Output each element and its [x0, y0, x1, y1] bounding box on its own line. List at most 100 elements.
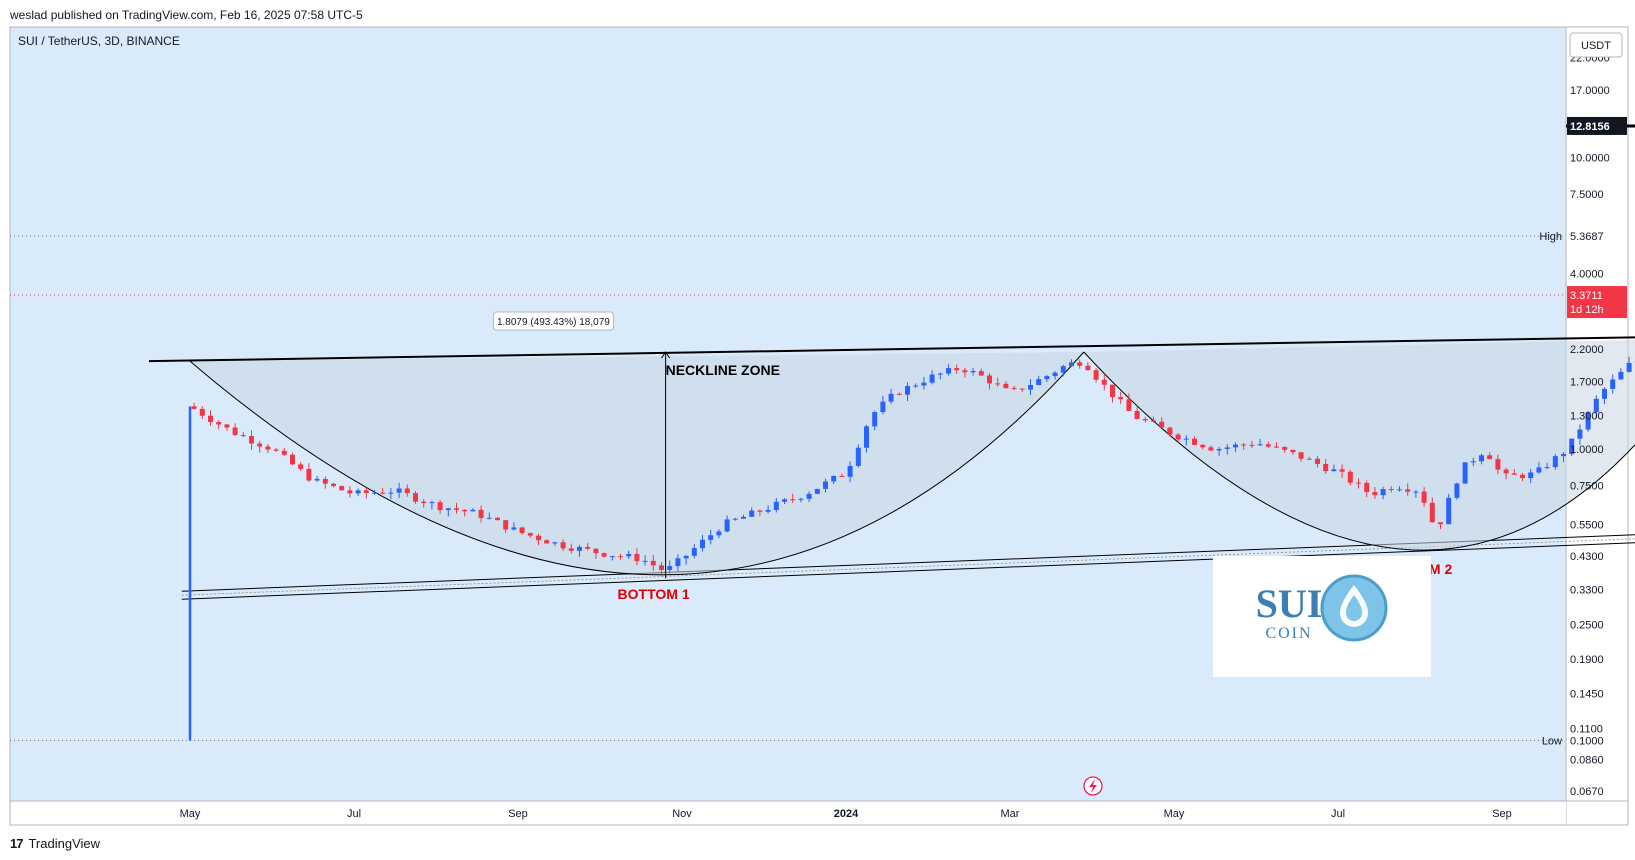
candle-body — [1159, 421, 1165, 428]
cup-two-arc — [1083, 351, 1635, 551]
candle-body — [995, 383, 1001, 385]
candle-body — [1036, 379, 1042, 385]
candle-body — [905, 385, 910, 395]
candle-body — [872, 412, 878, 427]
candle-body — [1397, 489, 1402, 491]
candle-body — [1044, 376, 1050, 380]
candle-body — [191, 406, 197, 409]
candle-body — [380, 492, 386, 494]
time-tick-label: Mar — [1001, 808, 1020, 820]
price-tick-label: 0.7500 — [1570, 480, 1604, 492]
candle-body — [1101, 379, 1107, 385]
candle-body — [1388, 489, 1394, 491]
footer: 17 TradingView — [10, 836, 100, 851]
candle-body — [486, 517, 492, 519]
time-tick-label: Nov — [672, 808, 692, 820]
candle-body — [601, 553, 607, 557]
candle-body — [1544, 467, 1550, 469]
candle-body — [978, 371, 984, 376]
lightning-icon[interactable] — [1083, 776, 1103, 796]
time-tick-label: 2024 — [834, 808, 859, 820]
candle-body — [1085, 365, 1091, 371]
candle-body — [421, 501, 427, 504]
price-tick-label: 0.1100 — [1570, 723, 1603, 735]
candle-body — [208, 415, 213, 423]
price-tick-label: 2.2000 — [1570, 344, 1604, 356]
time-tick-label: Sep — [508, 808, 528, 820]
candle-body — [1552, 456, 1558, 468]
time-axis[interactable]: MayJulSepNov2024MarMayJulSepNov2025MarMa… — [180, 808, 1635, 820]
candle-body — [1200, 444, 1206, 448]
price-tick-label: 10.0000 — [1570, 152, 1610, 164]
candle-body — [847, 465, 853, 477]
candle-body — [1561, 453, 1566, 457]
candle-body — [1421, 491, 1427, 503]
cup-one-fill — [190, 351, 1084, 575]
candle-body — [806, 493, 812, 499]
candle-body — [1028, 384, 1033, 390]
candle-body — [552, 542, 558, 544]
candle-body — [1454, 483, 1460, 498]
candle-body — [1364, 482, 1370, 493]
candle-body — [765, 509, 771, 512]
candle-body — [1110, 384, 1115, 398]
candle-body — [1413, 491, 1419, 493]
logo-subtitle: COIN — [1265, 625, 1312, 642]
candle-body — [462, 509, 468, 512]
measure-arrow-icon — [661, 351, 671, 359]
candle-body — [585, 546, 591, 549]
candle-body — [1019, 388, 1025, 390]
time-tick-label: May — [1164, 808, 1185, 820]
support-channel-line — [181, 542, 1635, 600]
candle-body — [503, 520, 509, 530]
candle-body — [445, 508, 451, 511]
price-axis[interactable]: 22.000017.000010.00007.50004.00002.20001… — [1567, 53, 1627, 799]
candle-body — [1446, 497, 1452, 525]
candle-body — [896, 393, 902, 395]
candle-body — [560, 542, 566, 549]
unit-button[interactable]: USDT — [1569, 32, 1623, 58]
support-channel-line — [181, 538, 1635, 596]
candle-body — [1536, 467, 1542, 473]
candle-body — [1347, 471, 1353, 483]
price-tick-label: 0.0670 — [1570, 786, 1604, 798]
candle-body — [265, 446, 271, 450]
candle-body — [1134, 410, 1140, 420]
last-price-value: 3.3711 — [1570, 290, 1603, 302]
price-tick-label: 0.5500 — [1570, 520, 1604, 532]
candle-body — [732, 518, 738, 520]
candle-body — [1495, 459, 1501, 470]
candle-body — [855, 447, 861, 466]
candle-body — [675, 558, 681, 567]
candle-body — [773, 501, 779, 510]
price-chart[interactable]: SUI / TetherUS, 3D, BINANCE High Low Imme… — [0, 0, 1635, 830]
candle-body — [839, 475, 845, 477]
candle-body — [1356, 482, 1361, 484]
candle-body — [249, 436, 254, 444]
candle-body — [1233, 444, 1238, 448]
candle-body — [913, 385, 919, 387]
candle-body — [1093, 370, 1099, 380]
candle-body — [1585, 412, 1591, 430]
price-tick-label: 0.2500 — [1570, 619, 1604, 631]
candle-body — [1298, 452, 1304, 459]
candle-body — [216, 422, 222, 425]
candle-body — [290, 454, 295, 465]
candle-body — [1306, 458, 1312, 460]
price-level-box — [1567, 228, 1627, 245]
candle-body — [257, 443, 263, 447]
price-tick-label: 4.0000 — [1570, 268, 1604, 280]
candle-body — [1077, 362, 1083, 366]
neckline — [148, 336, 1635, 363]
candle-body — [757, 510, 763, 512]
candle-body — [347, 490, 353, 494]
candle-body — [618, 556, 623, 558]
candle-body — [708, 535, 714, 540]
candle-body — [1060, 366, 1066, 373]
candle-body — [1487, 455, 1493, 460]
candle-body — [495, 517, 500, 521]
candle-body — [1339, 469, 1345, 472]
candle-body — [1183, 438, 1189, 440]
time-tick-label: Sep — [1492, 808, 1512, 820]
candle-body — [1274, 446, 1279, 448]
